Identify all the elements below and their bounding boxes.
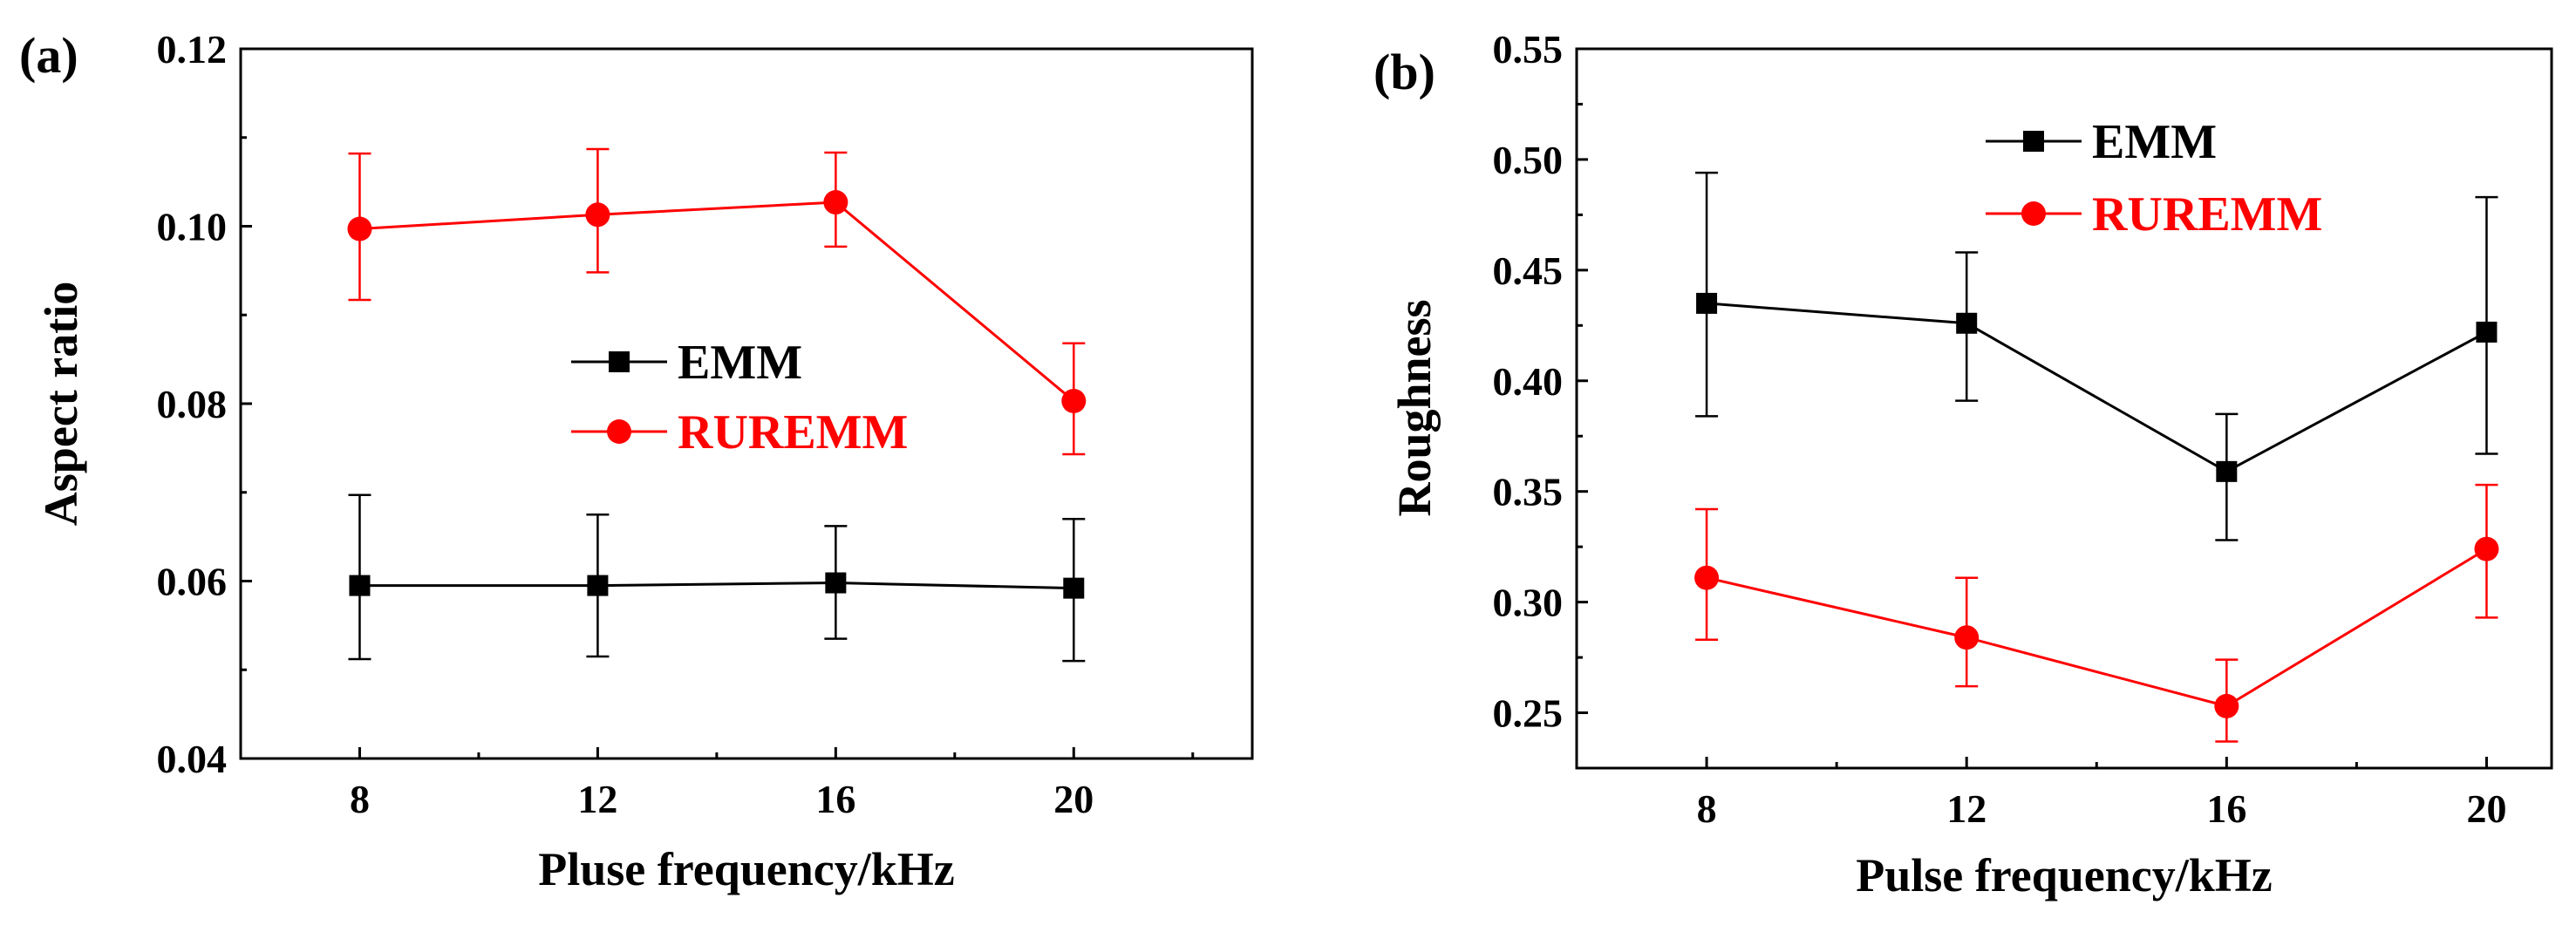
y-tick-label-a: 0.06 (157, 560, 228, 604)
series-line-ruremm-a (359, 201, 1075, 403)
y-axis-title-b: Roughness (1388, 299, 1441, 516)
x-axis-title-b: Pulse frequency/kHz (1856, 849, 2272, 901)
plot-frame-a (239, 47, 1254, 760)
y-tick-label-b: 0.25 (1493, 691, 1564, 736)
legend-marker-ruremm-b (2021, 201, 2046, 226)
data-point-ruremm-a (1061, 388, 1087, 413)
data-point-ruremm-b (1954, 625, 1980, 650)
y-tick-label-b: 0.50 (1493, 138, 1564, 182)
chart-panel-a: (a) Pluse frequency/kHz Aspect ratio 0.0… (19, 27, 1254, 895)
x-tick-label-b: 12 (1946, 786, 1987, 831)
panel-label-a: (a) (19, 27, 78, 84)
y-tick-label-b: 0.35 (1493, 470, 1564, 514)
y-tick-label-b: 0.30 (1493, 581, 1564, 625)
x-tick-label-a: 16 (815, 777, 855, 821)
y-tick-label-a: 0.10 (157, 205, 228, 249)
legend-marker-emm-a (609, 351, 630, 372)
panel-label-b: (b) (1373, 44, 1435, 100)
data-point-emm-b (1696, 292, 1718, 314)
series-line-emm-b (1706, 302, 2488, 473)
legend-label-ruremm-a: RUREMM (678, 405, 908, 459)
x-tick-label-b: 16 (2206, 786, 2246, 831)
legend-marker-emm-b (2023, 131, 2044, 152)
y-tick-label-b: 0.45 (1493, 248, 1564, 293)
series-line-ruremm-b (1706, 548, 2488, 708)
x-tick-label-b: 20 (2466, 786, 2506, 831)
data-point-emm-a (825, 572, 847, 594)
data-point-ruremm-b (2214, 693, 2239, 718)
x-tick-label-b: 8 (1697, 786, 1717, 831)
x-axis-title-a: Pluse frequency/kHz (538, 843, 954, 895)
legend-label-ruremm-b: RUREMM (2092, 187, 2322, 242)
data-point-emm-b (2476, 321, 2498, 343)
data-point-ruremm-a (347, 216, 372, 242)
data-point-emm-a (349, 575, 371, 596)
y-tick-label-a: 0.04 (157, 737, 228, 781)
y-tick-label-b: 0.40 (1493, 359, 1564, 404)
legend-label-emm-a: EMM (678, 336, 802, 390)
data-point-ruremm-a (823, 190, 848, 215)
series-line-emm-a (359, 582, 1074, 590)
data-point-ruremm-b (2474, 536, 2499, 561)
legend-marker-ruremm-a (607, 419, 631, 444)
data-point-emm-a (1063, 577, 1085, 599)
y-tick-label-a: 0.08 (157, 382, 228, 426)
x-tick-label-a: 20 (1053, 777, 1094, 821)
data-point-emm-b (1956, 312, 1978, 334)
x-tick-label-a: 12 (577, 777, 617, 821)
data-point-emm-b (2216, 460, 2238, 482)
x-tick-label-a: 8 (350, 777, 370, 821)
y-axis-title-a: Aspect ratio (35, 282, 87, 526)
y-tick-label-a: 0.12 (157, 27, 228, 71)
legend-label-emm-b: EMM (2092, 115, 2217, 169)
chart-panel-b: (b) Pulse frequency/kHz Roughness 0.25 0.… (1373, 27, 2553, 901)
data-point-emm-a (587, 575, 609, 596)
data-point-ruremm-a (585, 202, 610, 228)
data-point-ruremm-b (1694, 565, 1720, 590)
plot-frame-b (1575, 47, 2553, 770)
y-tick-label-b: 0.55 (1493, 27, 1564, 71)
